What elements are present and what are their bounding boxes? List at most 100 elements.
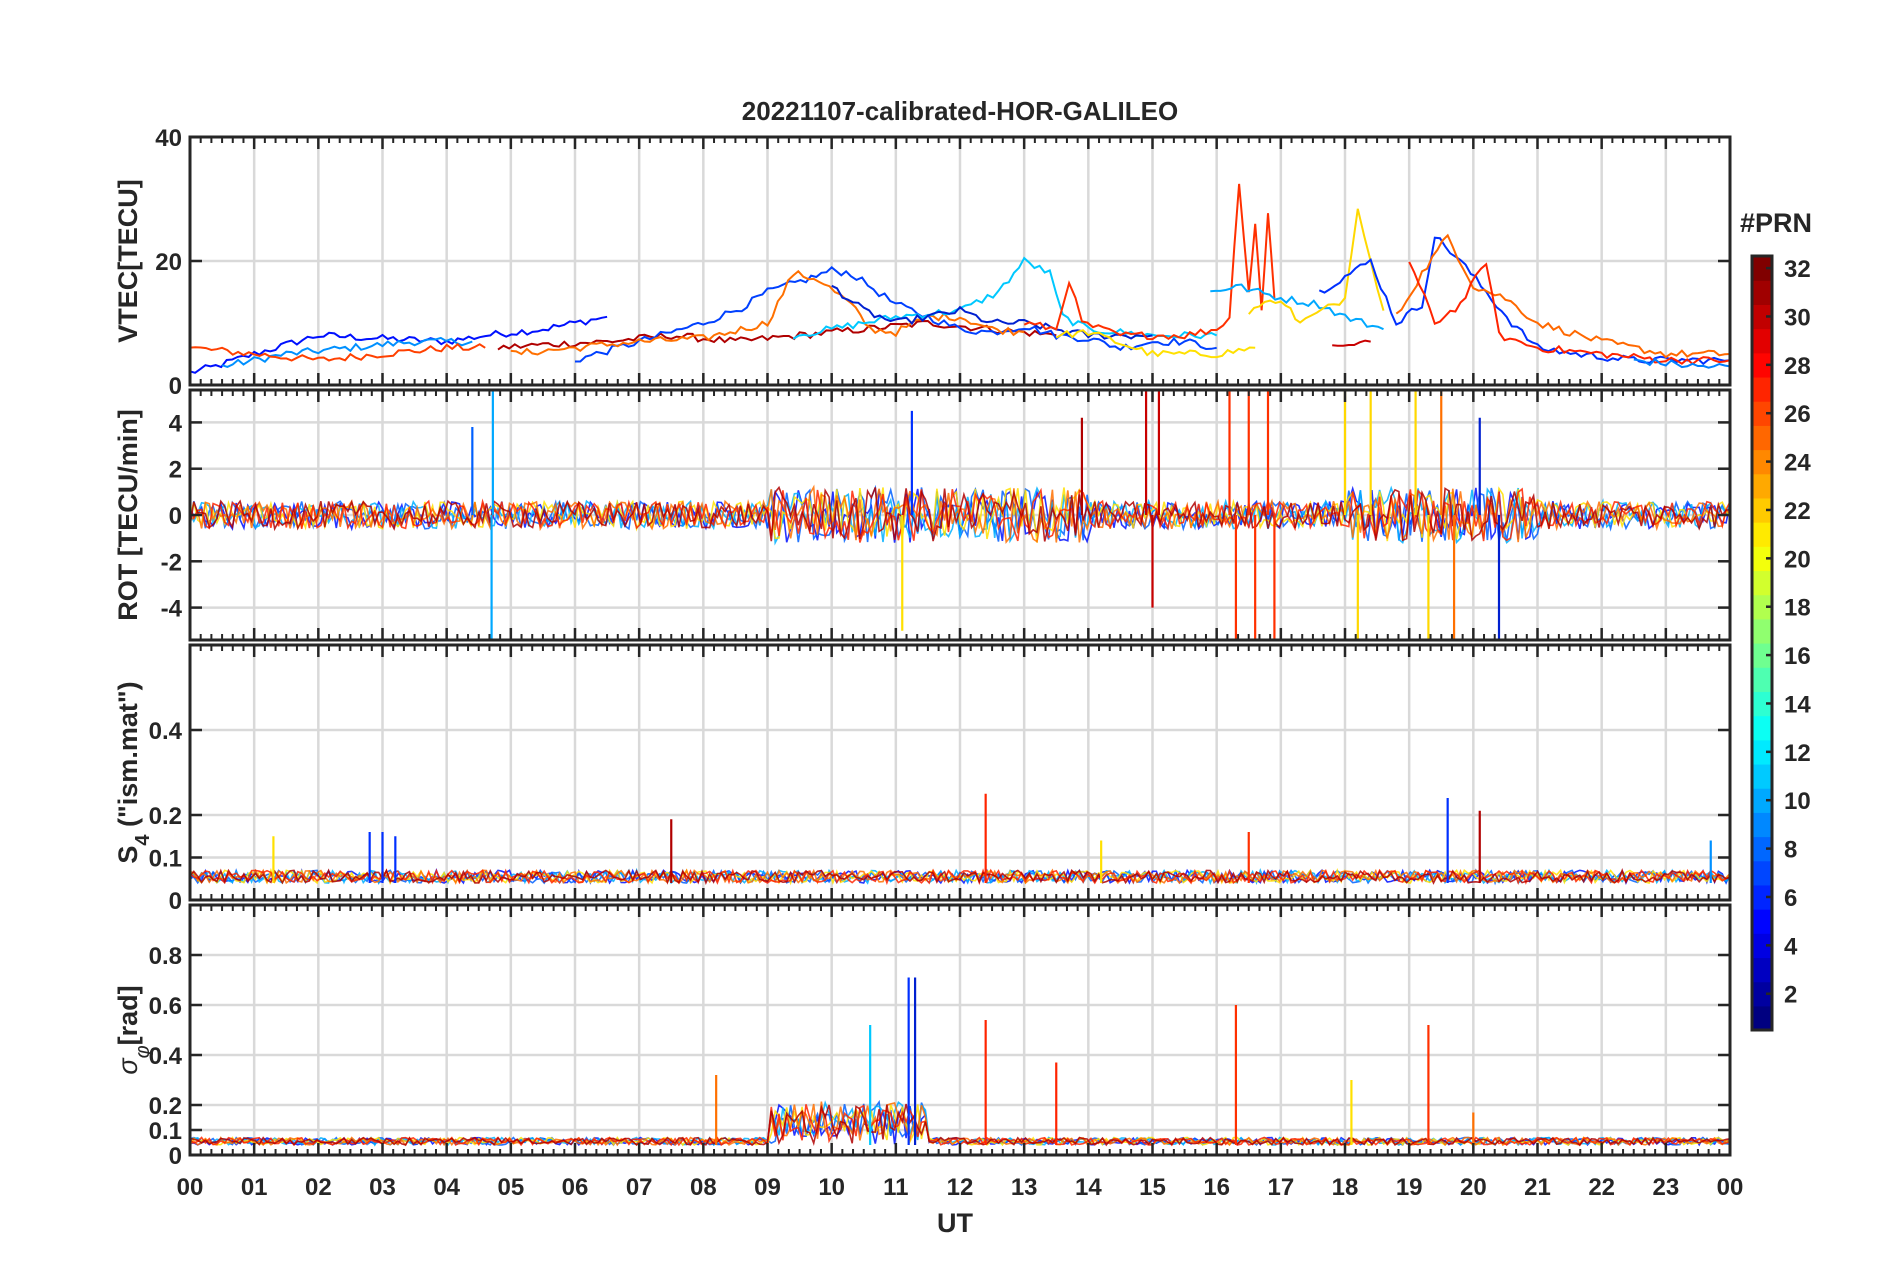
y-axis-label-s4: S4 ("ism.mat") [113,681,154,863]
panel-rot: -4 -2 0 2 4 ROT [TECU/min] [113,388,1732,642]
x-tick-label: 15 [1139,1174,1166,1201]
x-tick-label: 06 [562,1174,589,1201]
colorbar-swatch [1752,618,1772,644]
vtec-series-prn-2 [190,315,608,374]
panel-data-s4 [190,793,1730,886]
colorbar-tick-label: 28 [1784,353,1811,380]
colorbar-swatch [1752,449,1772,475]
colorbar-swatch [1752,909,1772,934]
y-axis-label-rot: ROT [TECU/min] [113,409,143,620]
colorbar-tick-label: 18 [1784,595,1811,622]
colorbar-tick-label: 16 [1784,643,1811,670]
x-tick-label: 01 [241,1174,268,1201]
colorbar-swatch [1752,860,1772,886]
x-tick-label: 13 [1011,1174,1038,1201]
colorbar-tick-label: 22 [1784,498,1811,525]
colorbar-swatch [1752,715,1772,741]
panel-vtec: 0 20 40 VTEC[TECU] [113,125,1732,400]
axes-frame [188,135,1732,387]
panel-sigma_phi: 00.10.2 0.4 0.6 0.8 σφ[rad] [113,903,1732,1170]
y-tick-label: 0 [169,1143,182,1170]
y-tick-label: 20 [155,249,182,276]
vtec-series-prn-28 [1408,261,1730,366]
x-tick-label: 03 [369,1174,396,1201]
y-tick-label: 0 [169,888,182,915]
colorbar-tick-label: 26 [1784,401,1811,428]
x-tick-label: 10 [818,1174,845,1201]
x-tick-label: 16 [1203,1174,1230,1201]
y-tick-label: 0.4 [149,718,183,745]
colorbar-swatch [1752,425,1772,451]
colorbar-swatch [1752,352,1772,378]
chart-title: 20221107-calibrated-HOR-GALILEO [742,96,1178,126]
colorbar-tick-label: 6 [1784,885,1797,912]
y-tick-label: -4 [161,596,183,623]
colorbar-swatch [1752,981,1772,1007]
vtec-series-prn-3 [575,265,1217,363]
x-tick-label: 00 [1717,1174,1744,1201]
x-tick-label: 04 [433,1174,460,1201]
colorbar-swatch [1752,570,1772,596]
x-tick-label: 00 [177,1174,204,1201]
y-tick-label: 0.2 [149,803,182,830]
vtec-series-prn-4 [1318,236,1730,366]
colorbar-frame [1750,254,1774,1032]
colorbar-swatch [1752,546,1772,572]
colorbar-swatch [1752,401,1772,426]
vtec-series-prn-11 [1210,283,1384,331]
vtec-series-prn-31 [497,319,1057,351]
axes-frame [188,903,1732,1157]
vtec-series-prn-9 [1633,357,1730,369]
y-tick-label: 4 [169,410,183,437]
colorbar-swatch [1752,1005,1772,1031]
vtec-series-prn-26 [190,342,486,362]
vtec-series-prn-25 [510,269,1025,356]
y-tick-label: 0 [169,373,182,400]
y-tick-label: 40 [155,125,182,152]
x-tick-label: 08 [690,1174,717,1201]
x-axis-label: UT [937,1208,973,1238]
x-tick-label: 20 [1460,1174,1487,1201]
colorbar-tick-label: 8 [1784,837,1797,864]
noise-trace-s4-6 [190,868,1730,886]
colorbar-swatch [1752,376,1772,402]
vtec-series-prn-24 [1395,233,1730,359]
x-tick-label: 07 [626,1174,653,1201]
vtec-series-prn-10 [221,336,473,368]
axes-frame [188,388,1732,642]
x-tick-label: 12 [947,1174,974,1201]
y-tick-label: 0.1 [149,1118,182,1145]
colorbar-tick-label: 30 [1784,304,1811,331]
colorbar-swatch [1752,328,1772,354]
vtec-series-prn-27 [1023,183,1276,341]
colorbar-swatch [1752,933,1772,959]
colorbar-swatch [1752,256,1772,281]
x-tick-label: 14 [1075,1174,1102,1201]
x-tick-label: 22 [1588,1174,1615,1201]
y-tick-label: 0.4 [149,1043,183,1070]
x-tick-label: 11 [883,1174,908,1201]
colorbar-label: #PRN [1740,208,1812,238]
y-tick-label: 0.1 [149,846,182,873]
vtec-series-prn-21 [1055,329,1256,359]
y-tick-label: 0.8 [149,943,182,970]
colorbar-swatch [1752,473,1772,499]
colorbar-swatch [1752,522,1772,547]
y-tick-label: 2 [169,457,182,484]
colorbar-swatch [1752,788,1772,813]
x-tick-label: 09 [754,1174,781,1201]
noise-trace-rot-5 [190,487,1730,543]
x-tick-label: 19 [1396,1174,1423,1201]
panel-data-rot [190,390,1730,640]
colorbar-tick-label: 2 [1784,982,1797,1009]
colorbar-swatch [1752,884,1772,910]
noise-trace-rot-6 [190,485,1730,542]
colorbar-swatch [1752,739,1772,765]
x-tick-label: 17 [1267,1174,1294,1201]
y-tick-label: 0.2 [149,1093,182,1120]
x-tick-label: 05 [497,1174,524,1201]
colorbar-tick-label: 24 [1784,450,1811,477]
colorbar-swatch [1752,280,1772,305]
vtec-series-prn-30 [1332,339,1371,347]
